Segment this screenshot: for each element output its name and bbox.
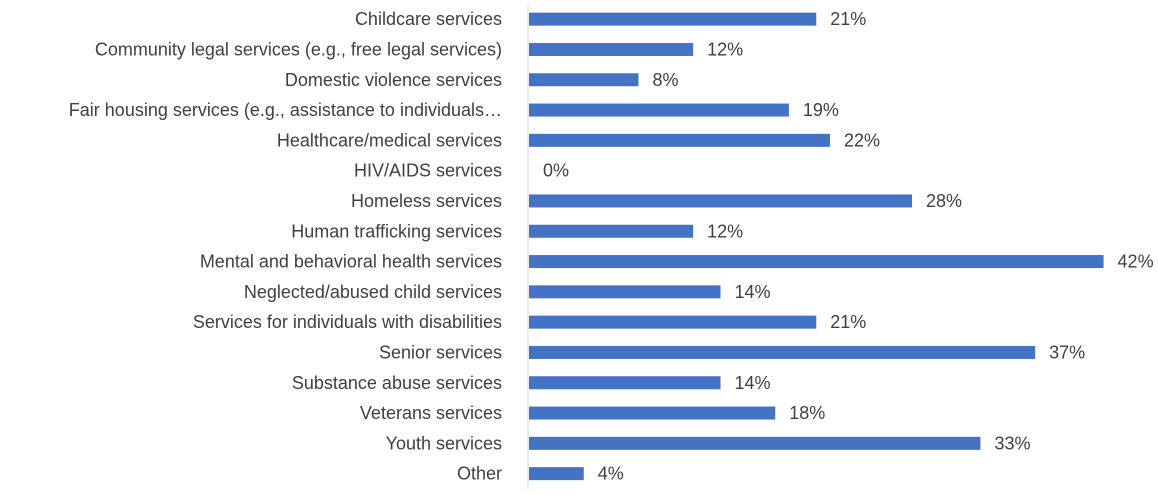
bar bbox=[529, 12, 817, 26]
category-label: Other bbox=[457, 464, 502, 484]
bar bbox=[529, 467, 584, 481]
bar bbox=[529, 255, 1104, 269]
category-label: Human trafficking services bbox=[291, 221, 502, 241]
bar bbox=[529, 285, 721, 299]
category-label: Neglected/abused child services bbox=[244, 282, 502, 302]
category-label: Senior services bbox=[379, 342, 502, 362]
category-labels-layer: Childcare services Community legal servic… bbox=[69, 9, 502, 484]
category-label: Services for individuals with disabiliti… bbox=[193, 312, 502, 332]
value-label: 33% bbox=[994, 433, 1030, 453]
category-label: HIV/AIDS services bbox=[354, 161, 502, 181]
bar bbox=[529, 345, 1036, 359]
category-label: Community legal services (e.g., free leg… bbox=[95, 39, 502, 59]
value-label: 19% bbox=[803, 100, 839, 120]
value-label: 14% bbox=[735, 373, 771, 393]
value-label: 21% bbox=[830, 312, 866, 332]
category-label: Fair housing services (e.g., assistance … bbox=[69, 100, 502, 120]
value-label: 14% bbox=[735, 282, 771, 302]
bar bbox=[529, 73, 639, 87]
value-label: 8% bbox=[652, 70, 678, 90]
bar bbox=[529, 42, 694, 56]
bar bbox=[529, 436, 981, 450]
bar bbox=[529, 133, 830, 147]
value-label: 28% bbox=[926, 191, 962, 211]
value-label: 0% bbox=[543, 161, 569, 181]
category-label: Mental and behavioral health services bbox=[200, 252, 502, 272]
value-label: 12% bbox=[707, 221, 743, 241]
bar bbox=[529, 406, 776, 420]
chart-bars-layer bbox=[529, 12, 1104, 481]
bar bbox=[529, 376, 721, 390]
bar bbox=[529, 224, 694, 238]
value-label: 22% bbox=[844, 130, 880, 150]
bar bbox=[529, 315, 817, 329]
category-label: Domestic violence services bbox=[285, 70, 502, 90]
value-label: 37% bbox=[1049, 342, 1085, 362]
category-label: Healthcare/medical services bbox=[277, 130, 502, 150]
category-label: Substance abuse services bbox=[292, 373, 502, 393]
category-label: Youth services bbox=[386, 433, 502, 453]
category-label: Veterans services bbox=[360, 403, 502, 423]
category-label: Homeless services bbox=[351, 191, 502, 211]
value-label: 18% bbox=[789, 403, 825, 423]
value-label: 12% bbox=[707, 39, 743, 59]
value-label: 4% bbox=[598, 464, 624, 484]
bar bbox=[529, 194, 913, 208]
value-labels-layer: 21% 12% 8% 19%22% 0% 28% 12% 42% 14% 21% 37% 14% 18%… bbox=[543, 9, 1154, 484]
category-label: Childcare services bbox=[355, 9, 502, 29]
value-label: 42% bbox=[1118, 252, 1154, 272]
value-label: 21% bbox=[830, 9, 866, 29]
bar bbox=[529, 103, 789, 117]
